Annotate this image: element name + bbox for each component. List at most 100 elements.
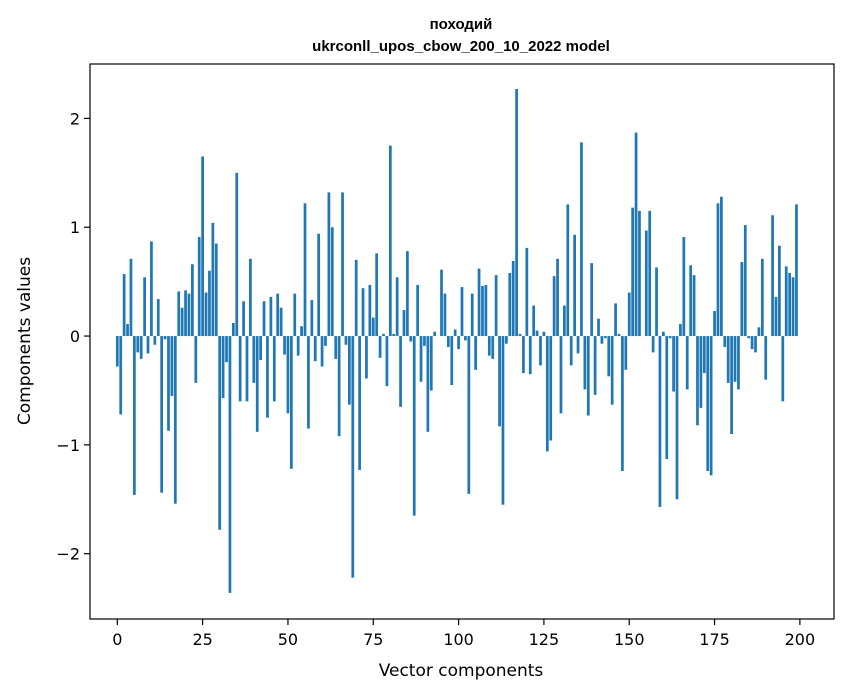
bar: [129, 258, 133, 337]
bar: [778, 245, 781, 337]
bar: [378, 336, 382, 358]
bar: [266, 336, 269, 418]
bar: [385, 336, 389, 387]
bar: [348, 336, 351, 405]
x-tick-label: 75: [363, 630, 383, 649]
bar: [559, 336, 563, 414]
bar: [614, 303, 617, 337]
bar: [508, 272, 512, 337]
bar: [313, 336, 317, 362]
bar: [539, 336, 542, 366]
bar: [180, 307, 184, 337]
bar: [214, 243, 218, 337]
x-axis-ticks: 0 25 50 75 100 125 150 175 200: [112, 619, 815, 649]
x-tick-label: 125: [529, 630, 560, 649]
bar: [450, 336, 454, 386]
bar: [754, 336, 757, 353]
y-tick-label: −1: [56, 436, 80, 455]
bar: [187, 293, 191, 337]
bar: [191, 264, 194, 337]
bar: [255, 336, 259, 432]
bar: [617, 333, 621, 337]
bar: [197, 237, 201, 337]
bar: [661, 331, 665, 337]
bar: [307, 336, 310, 429]
bar: [231, 323, 235, 337]
bar: [655, 267, 658, 337]
bar: [426, 336, 430, 432]
bar: [279, 307, 283, 337]
bar: [566, 204, 570, 337]
bar: [743, 225, 747, 337]
bar: [696, 336, 699, 426]
bar: [327, 192, 331, 337]
bar: [419, 336, 423, 382]
bar: [269, 296, 273, 337]
bar: [310, 300, 314, 337]
bar: [276, 293, 280, 337]
bar: [580, 142, 583, 337]
bar: [631, 207, 635, 337]
bar: [392, 333, 396, 337]
bar: [788, 272, 791, 337]
bar: [330, 227, 334, 337]
bar: [528, 336, 532, 375]
bar: [706, 336, 710, 471]
y-tick-label: 2: [70, 109, 80, 128]
bar: [341, 192, 344, 337]
bar: [334, 336, 338, 359]
bar: [638, 210, 641, 337]
bar: [167, 336, 170, 431]
bar: [317, 233, 321, 337]
bar: [153, 336, 157, 345]
bar: [320, 336, 324, 367]
bar: [211, 222, 215, 337]
bar: [689, 265, 693, 337]
bar: [726, 336, 730, 383]
bar: [259, 336, 263, 360]
bar: [433, 331, 437, 337]
bar: [709, 336, 713, 476]
bar: [679, 324, 682, 337]
bar: [501, 336, 505, 505]
bar: [225, 336, 228, 363]
bar: [675, 336, 679, 500]
bar: [245, 336, 249, 402]
bar: [651, 336, 655, 353]
bar: [440, 269, 443, 337]
bar: [201, 156, 204, 337]
bar: [446, 336, 450, 347]
bar: [242, 301, 245, 337]
bar: [177, 291, 181, 337]
bar: [784, 266, 788, 337]
bar: [730, 336, 733, 434]
bar: [249, 258, 252, 337]
bar: [293, 293, 297, 337]
bar: [737, 336, 740, 390]
bar: [218, 336, 222, 530]
x-tick-label: 0: [112, 630, 122, 649]
bar: [221, 336, 225, 399]
bar: [423, 336, 426, 346]
bar: [160, 336, 164, 493]
bar: [235, 172, 239, 337]
bar: [556, 258, 559, 337]
bar: [573, 234, 576, 337]
bar: [136, 336, 140, 353]
bar: [467, 336, 471, 494]
bar: [586, 336, 590, 416]
bar: [535, 330, 539, 337]
y-axis-label: Components values: [15, 257, 35, 425]
bar: [563, 305, 566, 337]
bar: [286, 336, 290, 414]
bar: [371, 317, 375, 337]
bar: [354, 259, 358, 337]
bar: [416, 284, 419, 337]
bar: [597, 318, 600, 337]
x-tick-label: 100: [443, 630, 474, 649]
bar: [382, 333, 385, 337]
bar: [412, 336, 416, 516]
bar: [388, 145, 392, 337]
bar: [791, 277, 795, 337]
bar: [481, 286, 484, 337]
